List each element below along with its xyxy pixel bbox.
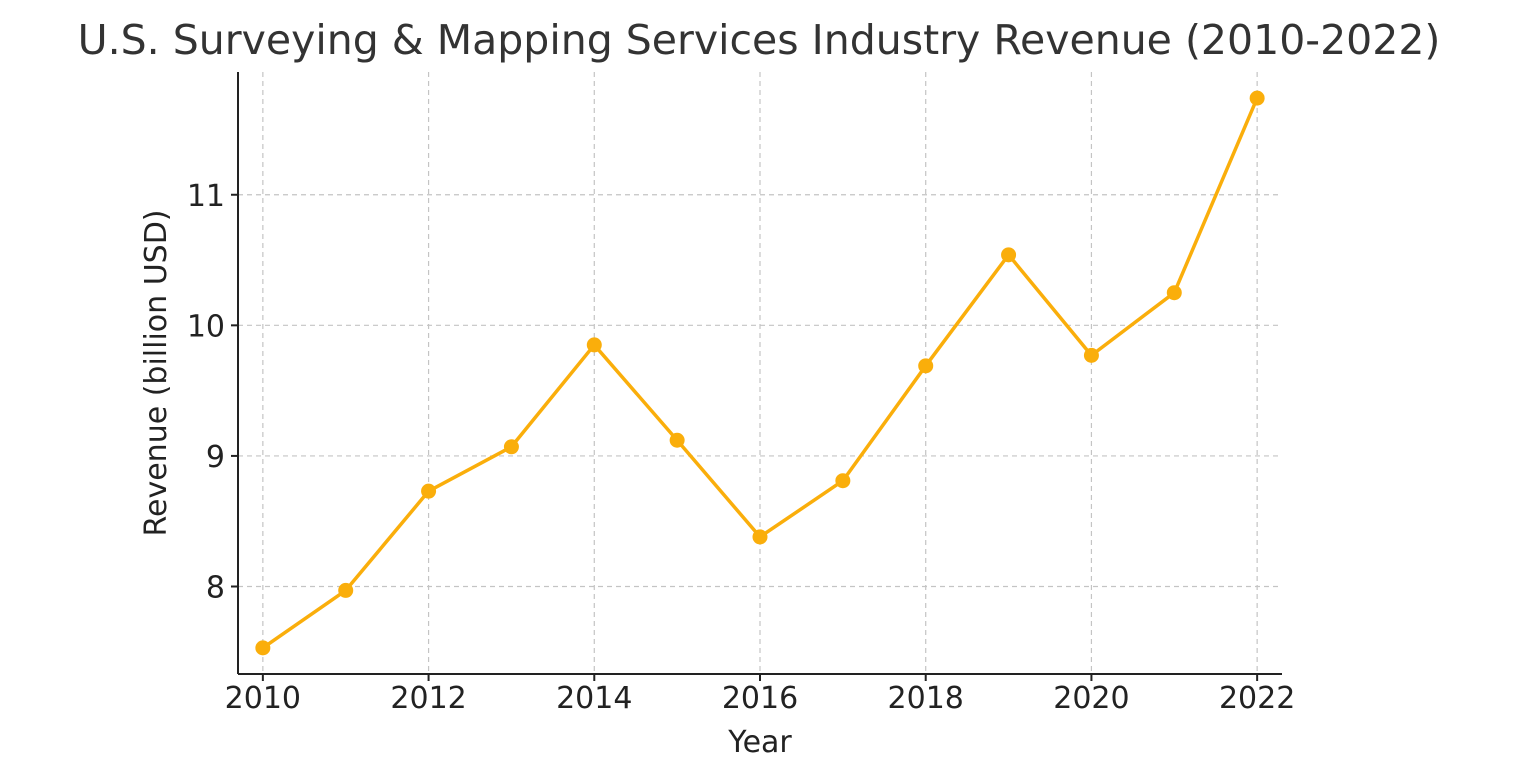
x-tick-label: 2014	[556, 681, 632, 716]
data-point	[1001, 247, 1017, 263]
x-tick-label: 2022	[1219, 681, 1295, 716]
grid-layer	[238, 72, 1282, 674]
data-point	[918, 358, 934, 374]
x-tick-label: 2020	[1053, 681, 1129, 716]
data-point	[752, 529, 768, 545]
y-tick-label: 8	[206, 571, 225, 606]
y-tick-label: 11	[187, 179, 225, 214]
x-axis-label: Year	[727, 725, 792, 760]
y-axis-label: Revenue (billion USD)	[139, 210, 174, 537]
y-tick-label: 9	[206, 440, 225, 475]
data-point	[421, 483, 437, 499]
data-point	[586, 337, 602, 353]
y-tick-label: 10	[187, 309, 225, 344]
chart-title: U.S. Surveying & Mapping Services Indust…	[78, 16, 1441, 64]
x-tick-label: 2018	[888, 681, 964, 716]
data-point	[669, 432, 685, 448]
data-point	[503, 439, 519, 455]
x-tick-label: 2012	[390, 681, 466, 716]
x-tick-label: 2010	[225, 681, 301, 716]
data-point	[338, 582, 354, 598]
data-point	[835, 473, 851, 489]
series-layer	[255, 90, 1265, 656]
data-point	[1249, 90, 1265, 106]
data-point	[1166, 285, 1182, 301]
data-point	[1083, 347, 1099, 363]
data-point	[255, 640, 271, 656]
x-tick-label: 2016	[722, 681, 798, 716]
ticks-layer: 2010 2012 2014 2016 2018 2020 2022 8 9 10 11	[187, 179, 1296, 716]
